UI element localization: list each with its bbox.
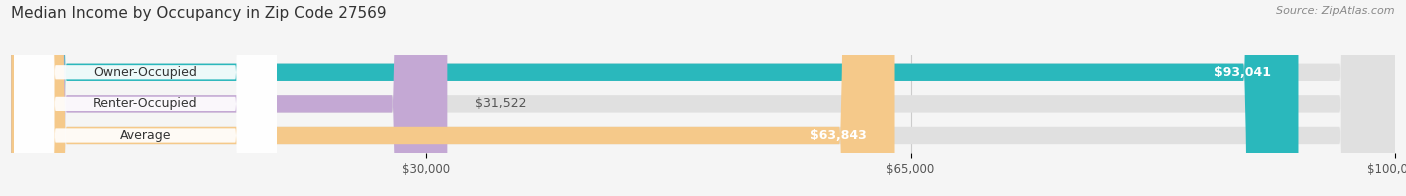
FancyBboxPatch shape xyxy=(11,0,447,196)
Text: Renter-Occupied: Renter-Occupied xyxy=(93,97,198,110)
Text: $63,843: $63,843 xyxy=(810,129,868,142)
Text: Median Income by Occupancy in Zip Code 27569: Median Income by Occupancy in Zip Code 2… xyxy=(11,6,387,21)
FancyBboxPatch shape xyxy=(14,0,277,196)
FancyBboxPatch shape xyxy=(11,0,1299,196)
FancyBboxPatch shape xyxy=(11,0,1395,196)
Text: Source: ZipAtlas.com: Source: ZipAtlas.com xyxy=(1277,6,1395,16)
Text: $93,041: $93,041 xyxy=(1213,66,1271,79)
Text: Average: Average xyxy=(120,129,172,142)
FancyBboxPatch shape xyxy=(11,0,1395,196)
FancyBboxPatch shape xyxy=(11,0,894,196)
FancyBboxPatch shape xyxy=(14,0,277,196)
Text: Owner-Occupied: Owner-Occupied xyxy=(94,66,197,79)
FancyBboxPatch shape xyxy=(14,0,277,196)
FancyBboxPatch shape xyxy=(11,0,1395,196)
Text: $31,522: $31,522 xyxy=(475,97,526,110)
